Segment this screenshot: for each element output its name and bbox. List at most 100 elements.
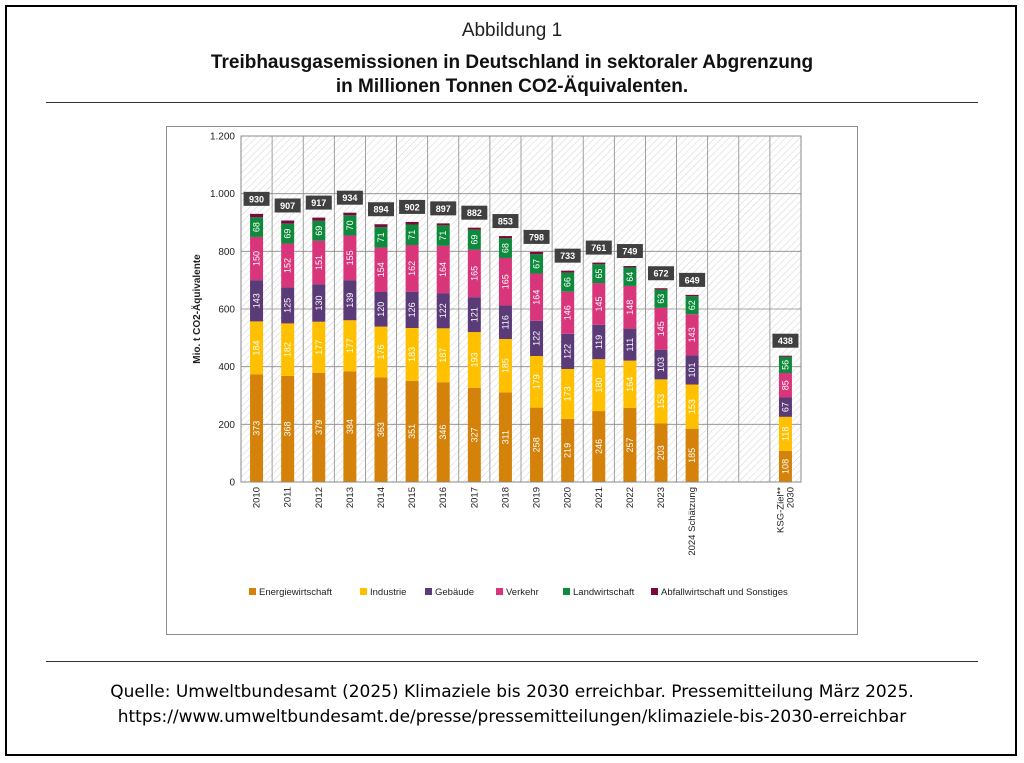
- total-label: 672: [653, 269, 668, 279]
- total-label: 733: [560, 251, 575, 261]
- bar-segment-landwirtschaft: [343, 215, 357, 236]
- bar-segment-landwirtschaft: [498, 238, 512, 258]
- figure-label: Abbildung 1: [461, 20, 563, 41]
- data-label: 311: [500, 430, 510, 444]
- bar-segment-geb-ude: [778, 397, 792, 417]
- x-tick-label: 2015: [407, 487, 418, 508]
- bar-segment-geb-ude: [592, 324, 606, 360]
- bar-segment-landwirtschaft: [405, 224, 419, 245]
- data-label: 68: [252, 222, 262, 232]
- bar-segment-abfallwirtschaft-und-sonstiges: [778, 355, 792, 357]
- bar-segment-abfallwirtschaft-und-sonstiges: [374, 224, 388, 228]
- bar-segment-geb-ude: [561, 333, 575, 369]
- bar-segment-verkehr: [654, 307, 668, 350]
- y-tick-label: 600: [218, 305, 235, 316]
- data-label: 67: [780, 402, 790, 412]
- bar-segment-energiewirtschaft: [281, 375, 295, 482]
- bar-segment-energiewirtschaft: [467, 387, 481, 482]
- bar-segment-energiewirtschaft: [623, 407, 637, 482]
- source-url[interactable]: https://www.umweltbundesamt.de/presse/pr…: [117, 707, 907, 727]
- data-label: 145: [656, 321, 666, 336]
- data-label: 139: [345, 293, 355, 308]
- data-label: 180: [594, 378, 604, 393]
- data-label: 257: [625, 437, 635, 452]
- bar-segment-landwirtschaft: [654, 289, 668, 308]
- legend-label: Gebäude: [435, 587, 474, 598]
- data-label: 56: [780, 360, 790, 370]
- data-label: 379: [314, 420, 324, 435]
- total-label-box: [399, 199, 426, 214]
- total-label-box: [616, 244, 643, 259]
- bar-segment-geb-ude: [498, 305, 512, 339]
- data-label: 203: [656, 445, 666, 460]
- data-label: 164: [532, 290, 542, 305]
- data-label: 165: [500, 274, 510, 289]
- data-label: 177: [345, 338, 355, 353]
- bar-segment-energiewirtschaft: [592, 411, 606, 482]
- total-label-box: [679, 272, 706, 287]
- x-tick-label: 2010: [252, 487, 263, 508]
- bar-segment-abfallwirtschaft-und-sonstiges: [685, 294, 699, 297]
- bar-segment-abfallwirtschaft-und-sonstiges: [561, 270, 575, 273]
- bar-segment-landwirtschaft: [778, 356, 792, 374]
- bar-segment-industrie: [343, 320, 357, 372]
- data-label: 68: [500, 243, 510, 253]
- data-label: 368: [283, 421, 293, 436]
- total-label-box: [243, 191, 270, 206]
- data-label: 164: [438, 262, 448, 277]
- total-label-box: [523, 229, 550, 244]
- bar-segment-industrie: [312, 321, 326, 373]
- bar-segment-energiewirtschaft: [778, 450, 792, 482]
- bar-segment-geb-ude: [374, 291, 388, 327]
- data-label: 177: [314, 340, 324, 355]
- figure-frame: [5, 5, 1017, 756]
- bar-segment-abfallwirtschaft-und-sonstiges: [281, 220, 295, 224]
- data-label: 351: [407, 424, 417, 439]
- bar-segment-industrie: [778, 416, 792, 451]
- data-label: 185: [687, 448, 697, 463]
- bar-segment-abfallwirtschaft-und-sonstiges: [405, 221, 419, 225]
- bar-segment-industrie: [530, 355, 544, 408]
- y-axis-title: Mio. t CO2-Äquivalente: [190, 254, 203, 364]
- data-label: 182: [283, 342, 293, 357]
- source-citation: Quelle: Umweltbundesamt (2025) Klimaziel…: [110, 682, 914, 702]
- bar-segment-abfallwirtschaft-und-sonstiges: [530, 251, 544, 255]
- x-tick-label: 2012: [314, 487, 325, 508]
- divider-bottom: [46, 661, 978, 662]
- data-label: 162: [407, 261, 417, 276]
- data-label: 108: [780, 459, 790, 474]
- bar-segment-geb-ude: [467, 297, 481, 333]
- bar-segment-verkehr: [343, 235, 357, 281]
- x-tick-label: 2013: [345, 487, 356, 508]
- total-label: 649: [685, 275, 700, 285]
- bar-segment-industrie: [250, 321, 264, 375]
- legend-label: Abfallwirtschaft und Sonstiges: [661, 587, 788, 598]
- total-label-box: [554, 248, 581, 263]
- data-label: 184: [252, 340, 262, 355]
- chart-title-line-2: in Millionen Tonnen CO2-Äquivalenten.: [335, 76, 689, 97]
- data-label: 126: [407, 302, 417, 317]
- data-label: 148: [625, 300, 635, 315]
- y-tick-label: 400: [218, 362, 235, 373]
- y-tick-label: 800: [218, 247, 235, 258]
- divider-top: [46, 102, 978, 103]
- x-tick-label: 2019: [532, 487, 543, 508]
- bar-segment-landwirtschaft: [623, 267, 637, 286]
- x-tick-label: 2018: [500, 487, 511, 508]
- bar-segment-industrie: [592, 359, 606, 412]
- data-label: 346: [438, 425, 448, 440]
- data-label: 258: [532, 437, 542, 452]
- data-label: 143: [687, 327, 697, 342]
- total-label: 897: [436, 204, 451, 214]
- bar-segment-industrie: [561, 368, 575, 419]
- bar-segment-geb-ude: [654, 349, 668, 380]
- x-tick-label: 2030: [785, 487, 796, 508]
- bar-segment-geb-ude: [530, 320, 544, 356]
- data-label: 66: [563, 277, 573, 287]
- bar-segment-industrie: [654, 379, 668, 424]
- data-label: 145: [594, 296, 604, 311]
- x-tick-label: KSG-Ziel**: [775, 487, 786, 533]
- total-label: 930: [249, 194, 264, 204]
- bar-segment-landwirtschaft: [592, 264, 606, 284]
- legend-swatch-verkehr: [496, 588, 503, 595]
